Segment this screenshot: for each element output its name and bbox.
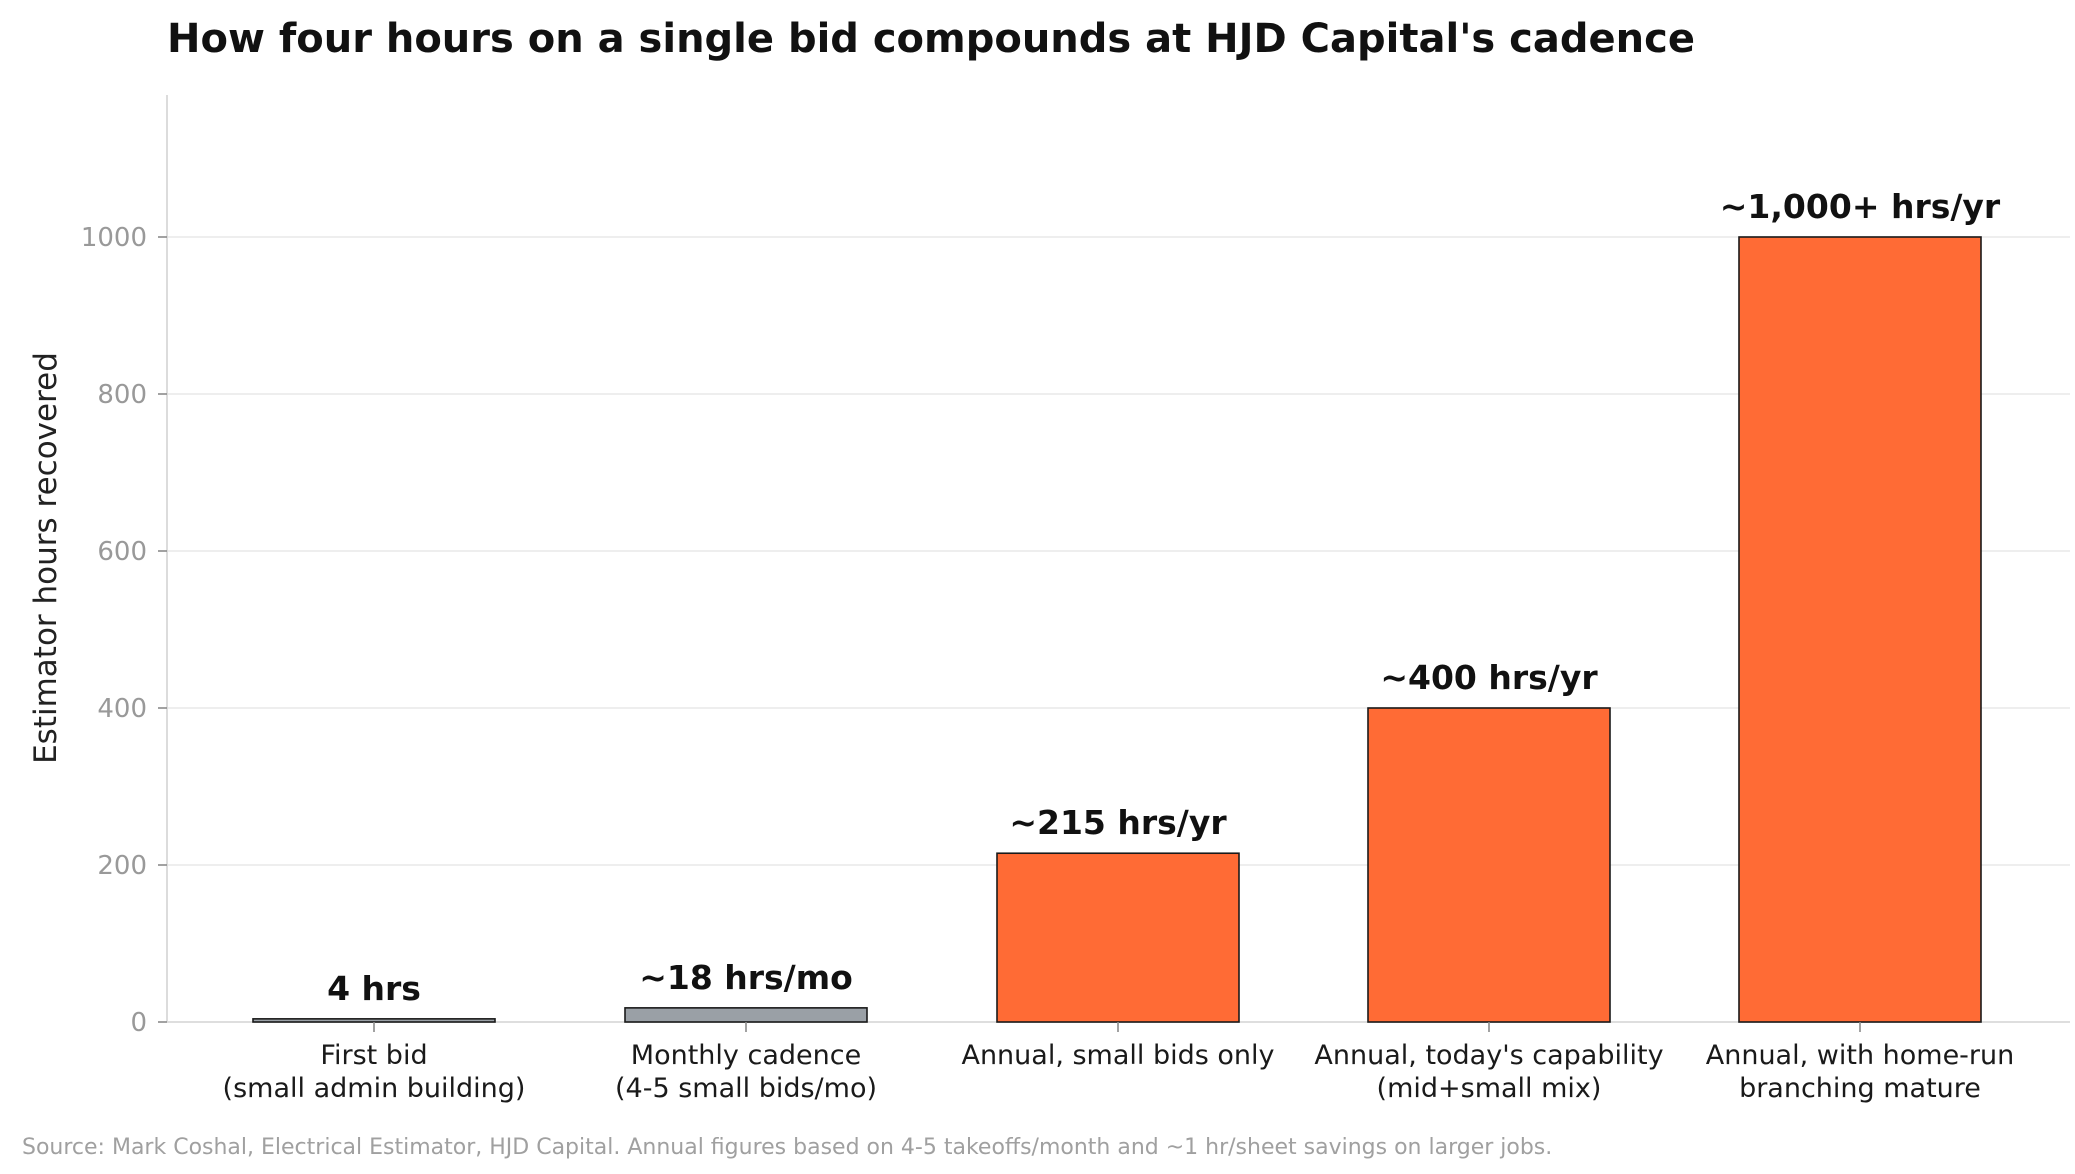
data-label: ~1,000+ hrs/yr: [1720, 187, 2001, 226]
y-tick-label: 0: [130, 1008, 147, 1038]
x-tick-label: Annual, today's capability (mid+small mix…: [1314, 1040, 1663, 1104]
y-tick-label: 400: [97, 694, 147, 724]
x-tick-label: Annual, with home-run branching mature: [1706, 1040, 2015, 1104]
bars: [252, 236, 1982, 1023]
y-tick-label: 1000: [81, 223, 147, 253]
bar: [1367, 707, 1611, 1023]
x-tick-label: Monthly cadence (4-5 small bids/mo): [615, 1040, 877, 1104]
bar: [996, 852, 1240, 1023]
data-label: 4 hrs: [327, 969, 421, 1008]
y-tick-label: 800: [97, 380, 147, 410]
data-label: ~215 hrs/yr: [1009, 803, 1227, 842]
data-label: ~400 hrs/yr: [1380, 658, 1598, 697]
bar: [624, 1007, 868, 1023]
x-tick-label-line: Annual, today's capability: [1314, 1040, 1663, 1071]
x-tick-label-line: (4-5 small bids/mo): [615, 1073, 877, 1104]
source-note: Source: Mark Coshal, Electrical Estimato…: [22, 1135, 1552, 1160]
bar: [252, 1018, 496, 1023]
x-tick-label-line: Monthly cadence: [631, 1040, 861, 1071]
x-tick-label-line: branching mature: [1739, 1073, 1981, 1104]
y-tick-label: 600: [97, 537, 147, 567]
chart-title: How four hours on a single bid compounds…: [167, 16, 1695, 62]
x-tick-label-line: (small admin building): [223, 1073, 526, 1104]
x-axis-ticks: First bid (small admin building) Monthly c…: [223, 1022, 2015, 1104]
x-tick-label: Annual, small bids only: [961, 1040, 1274, 1071]
y-axis-label: Estimator hours recovered: [28, 352, 64, 764]
x-tick-label-line: (mid+small mix): [1377, 1073, 1602, 1104]
data-labels: 4 hrs ~18 hrs/mo ~215 hrs/yr ~400 hrs/yr ~1,…: [327, 187, 2001, 1008]
y-tick-label: 200: [97, 851, 147, 881]
x-tick-label: First bid (small admin building): [223, 1040, 526, 1104]
data-label: ~18 hrs/mo: [639, 958, 853, 997]
x-tick-label-line: First bid: [320, 1040, 427, 1071]
y-axis-ticks: 0 200 400 600 800 1000: [81, 223, 167, 1038]
x-tick-label-line: Annual, small bids only: [961, 1040, 1274, 1071]
bar: [1738, 236, 1982, 1023]
x-tick-label-line: Annual, with home-run: [1706, 1040, 2015, 1071]
